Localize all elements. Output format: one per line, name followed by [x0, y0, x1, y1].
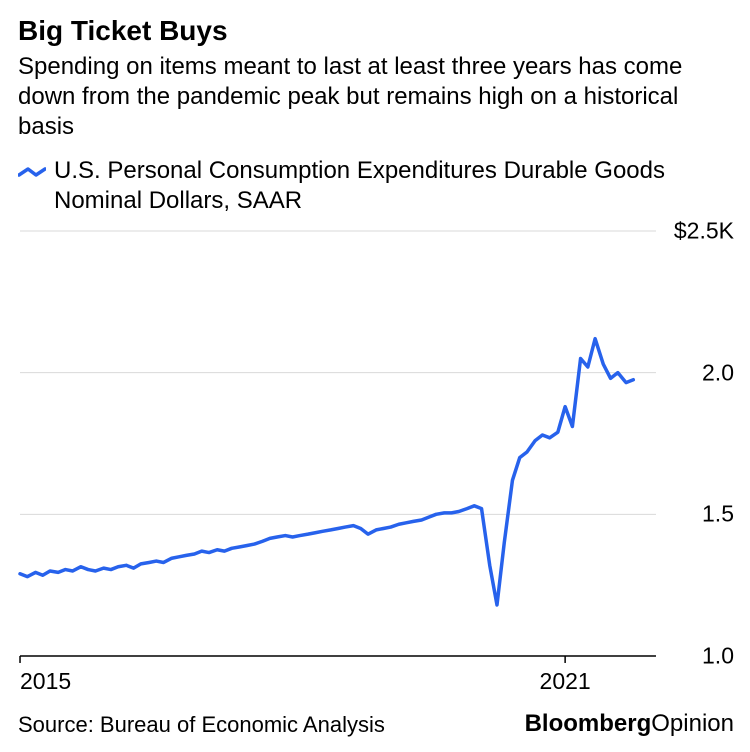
chart-title: Big Ticket Buys — [18, 14, 734, 48]
x-tick-label: 2015 — [20, 668, 71, 695]
x-tick-label: 2021 — [540, 668, 591, 695]
chart-subtitle: Spending on items meant to last at least… — [18, 52, 734, 142]
source-attribution: Source: Bureau of Economic Analysis — [18, 712, 385, 738]
y-tick-label: 1.5 — [702, 501, 734, 528]
line-chart-svg — [18, 227, 734, 698]
y-tick-label: 1.0 — [702, 643, 734, 670]
chart-plot-area: $2.5K2.01.51.020152021 — [18, 227, 734, 698]
y-tick-label: 2.0 — [702, 359, 734, 386]
legend-swatch-icon — [18, 166, 46, 178]
brand-bold: Bloomberg — [525, 710, 652, 737]
brand-light: Opinion — [651, 710, 734, 737]
data-line — [20, 339, 633, 605]
y-tick-label: $2.5K — [674, 218, 734, 245]
legend: U.S. Personal Consumption Expenditures D… — [18, 156, 734, 217]
legend-label: U.S. Personal Consumption Expenditures D… — [54, 156, 734, 217]
brand-logo: BloombergOpinion — [525, 710, 734, 738]
